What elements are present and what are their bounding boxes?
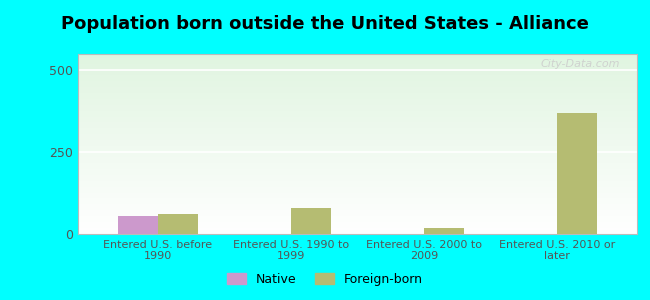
Legend: Native, Foreign-born: Native, Foreign-born (222, 268, 428, 291)
Bar (158, 214, 198, 234)
Bar (291, 208, 331, 234)
Bar (118, 216, 158, 234)
Text: City-Data.com: City-Data.com (541, 59, 620, 69)
Bar (557, 113, 597, 234)
Text: Population born outside the United States - Alliance: Population born outside the United State… (61, 15, 589, 33)
Bar (424, 228, 464, 234)
